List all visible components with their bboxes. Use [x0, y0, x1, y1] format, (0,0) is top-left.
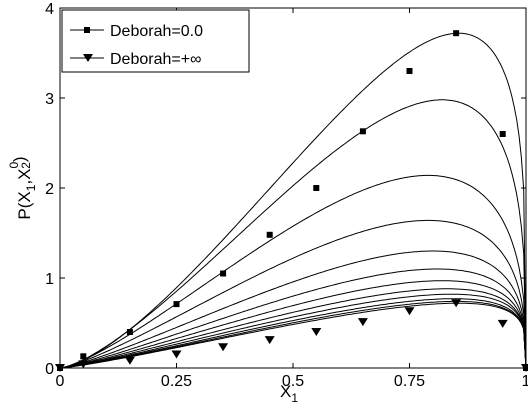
data-point-square: [453, 30, 460, 37]
data-point-triangle: [218, 343, 229, 352]
data-point-triangle: [124, 356, 135, 365]
x-tick-label: 0.5: [282, 373, 304, 390]
series-line-7: [59, 288, 527, 369]
data-point-square: [80, 353, 87, 360]
data-point-triangle: [171, 350, 182, 359]
y-axis-title: P(X1,X02): [7, 156, 38, 219]
x-tick-label: 0: [56, 373, 65, 390]
legend-box: [61, 9, 250, 73]
series-line-6: [59, 280, 527, 369]
data-point-triangle: [497, 319, 508, 328]
data-point-square: [406, 68, 413, 74]
series-line-8: [59, 293, 527, 369]
curves-group: [59, 32, 527, 369]
x-axis-title-sub: 1: [291, 391, 298, 405]
legend-label-1: Deborah=0.0: [110, 23, 203, 40]
legend-label-2: Deborah=+∞: [110, 51, 201, 68]
series-line-11: [59, 302, 527, 369]
data-point-triangle: [357, 318, 368, 327]
data-point-triangle: [404, 307, 415, 316]
series-line-10: [59, 300, 527, 369]
data-point-square: [359, 128, 366, 135]
legend-marker-square: [84, 27, 90, 33]
ticks-group: [59, 7, 527, 369]
series-line-5: [59, 268, 527, 369]
y-axis-title-part: 0: [7, 161, 21, 168]
legend-marker-triangle: [83, 54, 93, 62]
x-axis-title: X1: [280, 382, 298, 405]
series-line-1: [59, 99, 527, 369]
data-point-square: [220, 270, 227, 277]
y-tick-label: 2: [45, 181, 54, 198]
y-axis-title-part: ,X: [15, 168, 34, 184]
data-point-square: [266, 231, 273, 238]
y-tick-label: 1: [45, 271, 54, 288]
series-line-2: [59, 174, 527, 369]
data-point-triangle: [264, 336, 275, 345]
y-tick-label: 0: [45, 361, 54, 378]
data-point-square: [499, 131, 506, 137]
series-line-3: [59, 219, 527, 369]
data-point-triangle: [78, 360, 89, 369]
data-point-triangle: [311, 328, 322, 336]
data-point-square: [173, 301, 180, 308]
y-axis-title-part: 1: [24, 184, 38, 191]
x-axis-title-main: X: [280, 382, 291, 401]
data-point-square: [126, 329, 133, 335]
y-axis-title-part: P(X: [15, 191, 34, 219]
y-axis-title-part: 2: [19, 162, 33, 169]
y-tick-label: 4: [45, 1, 54, 18]
y-axis-title-part: ): [10, 156, 29, 162]
x-tick-label: 1: [522, 373, 528, 390]
series-line-4: [59, 250, 527, 369]
x-tick-label: 0.25: [161, 373, 192, 390]
series-line-9: [59, 298, 527, 369]
series-line-0: [59, 32, 527, 369]
y-tick-label: 3: [45, 91, 54, 108]
tick-labels-group: 0 0.25 0.5 0.75 1 0 1 2 3 4: [45, 1, 528, 390]
x-tick-label: 0.75: [394, 373, 425, 390]
legend: Deborah=0.0 Deborah=+∞: [61, 9, 250, 73]
data-point-square: [313, 185, 320, 191]
data-point-triangle: [451, 299, 462, 308]
